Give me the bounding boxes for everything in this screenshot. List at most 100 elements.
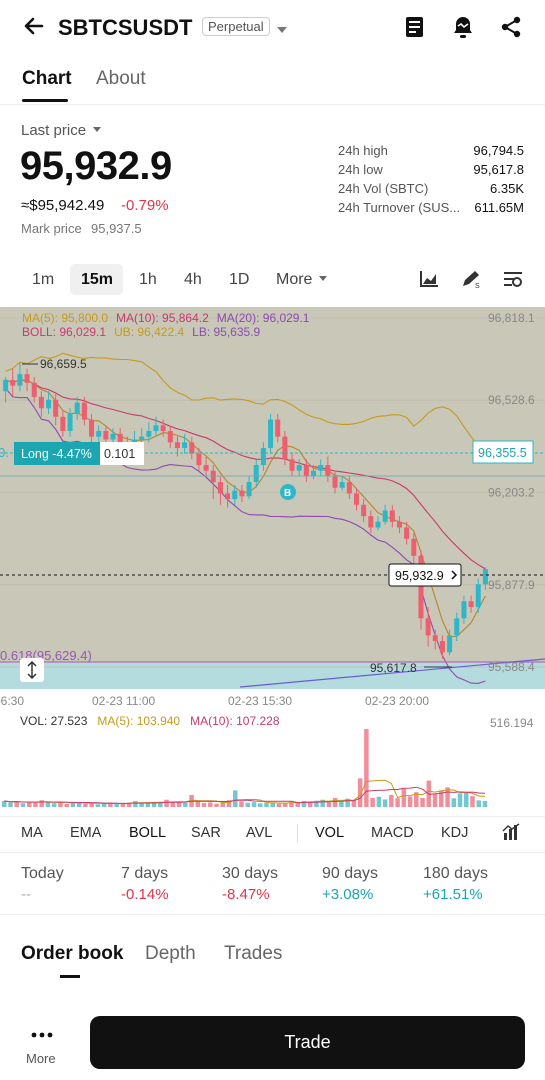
candle-body bbox=[318, 465, 324, 471]
indicator-ema[interactable]: EMA bbox=[70, 825, 102, 841]
volume-chart[interactable]: VOL: 27.523 MA(5): 103.940 MA(10): 107.228… bbox=[0, 712, 545, 810]
tab-depth[interactable]: Depth bbox=[145, 943, 196, 964]
volume-chart-svg: VOL: 27.523 MA(5): 103.940 MA(10): 107.228… bbox=[2, 714, 534, 807]
high-marker-label: 96,659.5 bbox=[40, 357, 87, 371]
volume-bar bbox=[395, 798, 400, 807]
volume-bar bbox=[151, 802, 157, 807]
candle-body bbox=[268, 419, 274, 449]
perf-90d-value: +3.08% bbox=[322, 886, 374, 903]
volume-bar bbox=[295, 802, 300, 807]
volume-bar bbox=[251, 802, 257, 807]
timeframe-more[interactable]: More bbox=[276, 271, 327, 289]
x-axis-svg: 06:30 02-23 11:00 02-23 15:30 02-23 20:00 bbox=[0, 694, 429, 708]
candle-body bbox=[53, 399, 59, 417]
divider bbox=[0, 104, 545, 105]
divider bbox=[0, 852, 545, 853]
candle-body bbox=[325, 465, 331, 477]
volume-bar bbox=[407, 796, 413, 807]
volume-bar bbox=[76, 802, 82, 807]
candle-body bbox=[203, 465, 209, 471]
indicator-sar[interactable]: SAR bbox=[191, 825, 221, 841]
indicator-ma[interactable]: MA bbox=[21, 825, 43, 841]
tab-about[interactable]: About bbox=[96, 68, 146, 89]
y-tick-label: 96,818.1 bbox=[488, 311, 535, 325]
draw-pen-icon[interactable]: S bbox=[460, 269, 482, 294]
candle-body bbox=[38, 396, 44, 409]
more-dots-icon[interactable] bbox=[30, 1026, 54, 1044]
indicator-avl[interactable]: AVL bbox=[246, 825, 273, 841]
position-label[interactable]: Long -4.47% bbox=[21, 447, 92, 461]
candle-body bbox=[46, 399, 52, 409]
candle-body bbox=[425, 618, 431, 636]
last-price-label[interactable]: Last price bbox=[21, 122, 102, 139]
volume-bar bbox=[126, 802, 132, 807]
perf-today-label: Today bbox=[21, 865, 64, 882]
candle-body bbox=[303, 465, 309, 477]
volume-bar bbox=[51, 803, 57, 807]
settings-sliders-icon[interactable] bbox=[503, 270, 523, 293]
position-qty-bg bbox=[100, 442, 144, 465]
stat-24h-turnover-value: 611.65M bbox=[474, 200, 524, 215]
low-marker-label: 95,617.8 bbox=[370, 661, 417, 675]
symbol-title[interactable]: SBTCSUSDT bbox=[58, 15, 193, 40]
candle-body bbox=[67, 413, 73, 431]
x-tick-label: 06:30 bbox=[0, 694, 24, 708]
candle-body bbox=[482, 569, 488, 585]
timeframe-15m[interactable]: 15m bbox=[81, 271, 114, 288]
candle-body bbox=[24, 374, 30, 383]
position-price-tag-bg bbox=[472, 440, 534, 464]
candle-body bbox=[153, 425, 159, 431]
indicator-kdj[interactable]: KDJ bbox=[441, 825, 469, 841]
back-arrow-icon[interactable] bbox=[22, 14, 46, 38]
volume-bar bbox=[64, 803, 69, 807]
volume-bar bbox=[464, 791, 469, 807]
candle-body bbox=[146, 430, 152, 437]
timeframe-4h[interactable]: 4h bbox=[184, 271, 202, 288]
indicator-boll[interactable]: BOLL bbox=[129, 825, 167, 841]
trade-button[interactable]: Trade bbox=[90, 1016, 525, 1069]
volume-bar bbox=[139, 802, 144, 807]
candle-body bbox=[110, 433, 116, 440]
timeframe-1h[interactable]: 1h bbox=[139, 271, 157, 288]
boll-mid-band bbox=[5, 379, 486, 570]
perf-7d-value: -0.14% bbox=[121, 886, 169, 903]
price-chart[interactable]: 96,818.1 96,528.6 96,203.2 95,877.9 95,588.4… bbox=[0, 307, 545, 689]
timeframe-1m[interactable]: 1m bbox=[32, 271, 55, 288]
candle-body bbox=[103, 430, 109, 440]
indicator-settings-icon[interactable] bbox=[502, 823, 520, 846]
tab-chart[interactable]: Chart bbox=[22, 68, 72, 89]
candle-body bbox=[418, 555, 424, 619]
candle-body bbox=[289, 459, 295, 471]
perf-180d-value: +61.51% bbox=[423, 886, 483, 903]
tab-trades[interactable]: Trades bbox=[224, 943, 283, 964]
y-tick-label: 95,877.9 bbox=[488, 578, 535, 592]
candle-body bbox=[346, 482, 352, 494]
stat-24h-turnover-label: 24h Turnover (SUS... bbox=[338, 200, 461, 215]
timeframe-1d[interactable]: 1D bbox=[229, 271, 250, 288]
perf-today-value: -- bbox=[21, 886, 31, 903]
dropdown-caret-icon[interactable] bbox=[276, 21, 288, 39]
candle-body bbox=[246, 482, 252, 497]
candle-body bbox=[454, 618, 460, 636]
tab-order-book[interactable]: Order book bbox=[21, 943, 124, 964]
book-icon[interactable] bbox=[404, 15, 426, 44]
more-label[interactable]: More bbox=[26, 1051, 56, 1066]
candle-body bbox=[239, 490, 245, 497]
share-icon[interactable] bbox=[500, 15, 522, 44]
indicator-chart-icon[interactable] bbox=[419, 270, 439, 293]
candle-body bbox=[411, 538, 417, 556]
perf-30d-value: -8.47% bbox=[222, 886, 270, 903]
alert-bell-icon[interactable] bbox=[452, 15, 474, 44]
indicator-vol[interactable]: VOL bbox=[315, 825, 345, 841]
current-price-tag-bg[interactable] bbox=[388, 563, 462, 587]
volume-bar bbox=[226, 800, 232, 807]
current-price-tag[interactable]: 95,932.9 bbox=[395, 569, 444, 583]
volume-bar bbox=[183, 802, 188, 807]
dropdown-caret-icon bbox=[318, 276, 327, 281]
volume-bar bbox=[351, 800, 357, 807]
timeframe-more-label: More bbox=[276, 271, 313, 288]
candle-body bbox=[439, 641, 445, 653]
indicator-macd[interactable]: MACD bbox=[371, 825, 414, 841]
candlestick-chart-svg[interactable]: 96,818.1 96,528.6 96,203.2 95,877.9 95,588.4… bbox=[0, 307, 545, 689]
volume-bar bbox=[457, 793, 463, 807]
